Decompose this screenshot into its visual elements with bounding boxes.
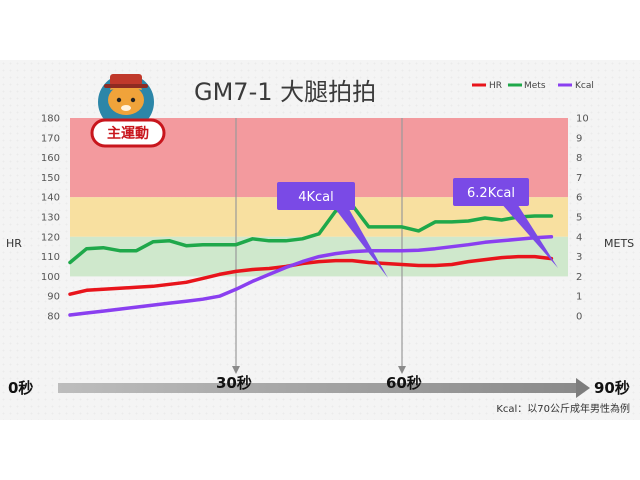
time-label-end: 90秒	[594, 379, 630, 397]
left-tick-label: 160	[41, 153, 60, 164]
left-tick-label: 120	[41, 232, 60, 243]
time-marker-arrowhead	[232, 366, 240, 374]
left-tick-label: 180	[41, 114, 60, 125]
right-tick-label: 3	[576, 252, 582, 263]
callout-6kcal: 6.2Kcal	[453, 178, 558, 268]
chart: 80 90 100 110 120 130 140 150 160 170 180 0 1 2 3 4 5 6 7…	[6, 74, 634, 415]
right-tick-label: 10	[576, 114, 589, 125]
time-label-30: 30秒	[216, 374, 252, 392]
left-axis-ticks: 80 90 100 110 120 130 140 150 160 170 180	[41, 114, 60, 323]
legend: HR Mets Kcal	[472, 81, 594, 91]
callout-6kcal-text: 6.2Kcal	[467, 186, 515, 201]
legend-mets: Mets	[508, 81, 546, 91]
left-tick-label: 170	[41, 133, 60, 144]
legend-mets-label: Mets	[524, 81, 546, 91]
time-arrow	[58, 378, 590, 398]
right-tick-label: 8	[576, 153, 582, 164]
right-tick-label: 6	[576, 193, 582, 204]
time-label-60: 60秒	[386, 374, 422, 392]
left-tick-label: 80	[47, 312, 60, 323]
badge: 主運動	[90, 118, 166, 148]
right-tick-label: 0	[576, 312, 582, 323]
badge-label: 主運動	[107, 125, 149, 142]
left-tick-label: 150	[41, 173, 60, 184]
right-tick-label: 4	[576, 232, 582, 243]
left-axis-label: HR	[6, 237, 22, 250]
cat-mascot-icon	[98, 74, 154, 130]
left-tick-label: 100	[41, 272, 60, 283]
right-tick-label: 7	[576, 173, 582, 184]
left-tick-label: 140	[41, 193, 60, 204]
left-tick-label: 90	[47, 292, 60, 303]
legend-hr: HR	[472, 81, 502, 91]
slide-title: GM7-1 大腿拍拍	[194, 78, 376, 106]
left-tick-label: 130	[41, 213, 60, 224]
callout-4kcal-text: 4Kcal	[298, 190, 334, 205]
left-tick-label: 110	[41, 252, 60, 263]
time-marker-arrowhead	[398, 366, 406, 374]
kcal-note: Kcal：以70公斤成年男性為例	[496, 402, 630, 415]
legend-kcal-label: Kcal	[575, 81, 594, 91]
right-axis-label: METS	[604, 237, 634, 250]
right-tick-label: 1	[576, 292, 582, 303]
legend-kcal: Kcal	[558, 81, 594, 91]
series-line-mets	[68, 203, 554, 265]
time-label-start: 0秒	[8, 379, 33, 397]
right-axis-ticks: 0 1 2 3 4 5 6 7 8 9 10	[576, 114, 589, 323]
right-tick-label: 5	[576, 213, 582, 224]
right-tick-label: 9	[576, 133, 582, 144]
series-lines	[68, 203, 554, 317]
legend-hr-label: HR	[489, 81, 502, 91]
series-line-kcal	[68, 235, 554, 317]
series-line-hr	[68, 254, 554, 296]
slide: 80 90 100 110 120 130 140 150 160 170 180 0 1 2 3 4 5 6 7…	[0, 60, 640, 420]
right-tick-label: 2	[576, 272, 582, 283]
callout-4kcal: 4Kcal	[277, 182, 388, 278]
